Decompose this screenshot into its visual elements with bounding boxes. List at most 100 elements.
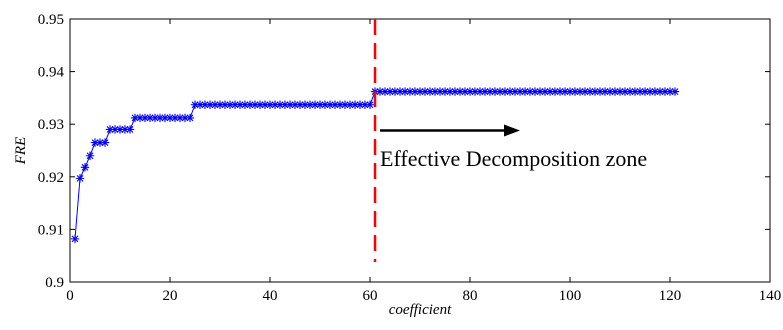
annotation-layer: Effective Decomposition zone [373, 19, 647, 262]
data-point-star [325, 100, 335, 109]
data-point-star [465, 87, 475, 96]
data-point-star [620, 87, 630, 96]
series-layer [70, 87, 680, 244]
data-point-star [590, 87, 600, 96]
data-point-star [430, 87, 440, 96]
data-point-star [505, 87, 515, 96]
x-axis-label: coefficient [389, 302, 452, 318]
data-point-star [75, 174, 85, 183]
data-point-star [210, 100, 220, 109]
x-tick-label: 100 [559, 288, 582, 304]
data-point-star [115, 125, 125, 134]
data-point-star [215, 100, 225, 109]
data-point-star [275, 100, 285, 109]
x-tick-label: 120 [659, 288, 682, 304]
data-point-star [255, 100, 265, 109]
y-tick-label: 0.93 [38, 117, 64, 133]
data-point-star [630, 87, 640, 96]
data-point-star [335, 100, 345, 109]
data-point-star [390, 87, 400, 96]
data-point-star [300, 100, 310, 109]
data-point-star [315, 100, 325, 109]
data-point-star [150, 113, 160, 123]
data-point-star [220, 100, 230, 109]
data-point-star [245, 100, 255, 109]
y-tick-label: 0.92 [38, 170, 64, 186]
data-point-star [485, 87, 495, 96]
data-point-star [270, 100, 280, 109]
y-tick-label: 0.9 [45, 275, 64, 291]
data-point-star [375, 87, 385, 96]
data-point-star [230, 100, 240, 109]
data-point-star [305, 100, 315, 109]
data-point-star [85, 151, 95, 160]
data-point-star [100, 138, 110, 147]
data-point-star [160, 113, 170, 123]
data-point-star [425, 87, 435, 96]
x-tick-label: 40 [263, 288, 278, 304]
data-point-star [625, 87, 635, 96]
data-point-star [535, 87, 545, 96]
data-point-star [265, 100, 275, 109]
data-point-star [125, 125, 135, 134]
data-point-star [235, 100, 245, 109]
data-point-star [310, 100, 320, 109]
data-point-star [110, 125, 120, 134]
data-point-star [145, 113, 155, 123]
data-point-star [290, 100, 300, 109]
data-point-star [350, 100, 360, 109]
data-point-star [600, 87, 610, 96]
data-point-star [105, 125, 115, 134]
data-point-star [520, 87, 530, 96]
data-point-star [225, 100, 235, 109]
data-point-star [555, 87, 565, 96]
data-point-star [510, 87, 520, 96]
data-point-star [470, 87, 480, 96]
data-point-star [490, 87, 500, 96]
data-point-star [595, 87, 605, 96]
data-point-star [655, 87, 665, 96]
data-point-star [445, 87, 455, 96]
data-point-star [565, 87, 575, 96]
data-point-star [170, 113, 180, 123]
data-point-star [575, 87, 585, 96]
data-point-star [410, 87, 420, 96]
data-point-star [165, 113, 175, 123]
data-point-star [365, 100, 375, 109]
data-point-star [70, 234, 80, 244]
x-tick-label: 80 [463, 288, 478, 304]
data-point-star [480, 87, 490, 96]
data-point-star [515, 87, 525, 96]
zone-annotation-text: Effective Decomposition zone [380, 146, 647, 171]
data-point-star [295, 100, 305, 109]
data-point-star [80, 163, 90, 172]
y-tick-label: 0.94 [38, 65, 65, 81]
data-point-star [635, 87, 645, 96]
data-point-star [280, 100, 290, 109]
data-point-star [545, 87, 555, 96]
data-point-star [605, 87, 615, 96]
data-point-star [540, 87, 550, 96]
data-point-star [260, 100, 270, 109]
data-point-star [400, 87, 410, 96]
data-point-star [405, 87, 415, 96]
y-axis-ticks: 0.9 0.91 0.92 0.93 0.94 0.95 [38, 12, 770, 291]
data-point-star [460, 87, 470, 96]
data-point-star [130, 113, 140, 123]
data-point-star [190, 100, 200, 109]
data-point-star [95, 138, 105, 147]
plot-area [69, 18, 771, 283]
data-point-star [380, 87, 390, 96]
data-point-star [415, 87, 425, 96]
data-point-star [340, 100, 350, 109]
data-point-star [155, 113, 165, 123]
data-point-star [330, 100, 340, 109]
data-point-star [90, 138, 100, 147]
data-point-star [475, 87, 485, 96]
data-point-star [610, 87, 620, 96]
data-point-star [440, 87, 450, 96]
data-point-star [455, 87, 465, 96]
data-point-star [500, 87, 510, 96]
data-point-star [665, 87, 675, 96]
